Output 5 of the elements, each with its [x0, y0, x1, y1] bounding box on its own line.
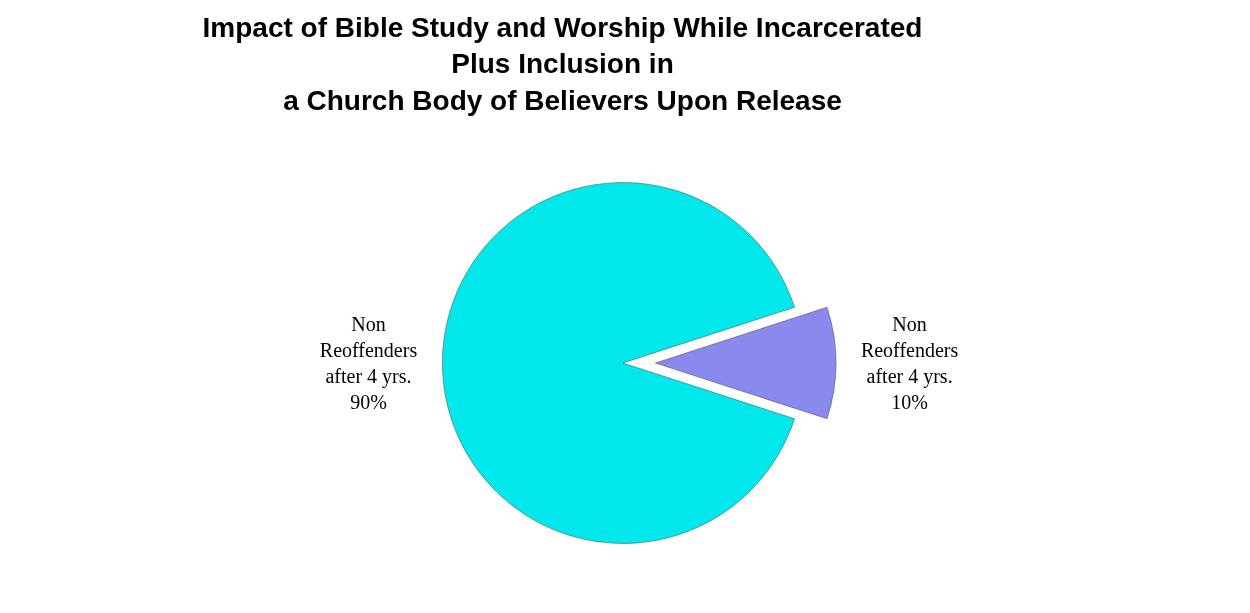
- data-label: 90%: [350, 391, 387, 413]
- chart-title: Impact of Bible Study and Worship While Incarcerated Plus Inclusion in a Church Body of Believers Upon Release: [202, 11, 923, 116]
- slice-label: Non Reoffenders after 4 yrs.: [319, 313, 418, 388]
- slice-label: Non Reoffenders after 4 yrs.: [860, 313, 959, 388]
- data-label: 10%: [891, 391, 928, 413]
